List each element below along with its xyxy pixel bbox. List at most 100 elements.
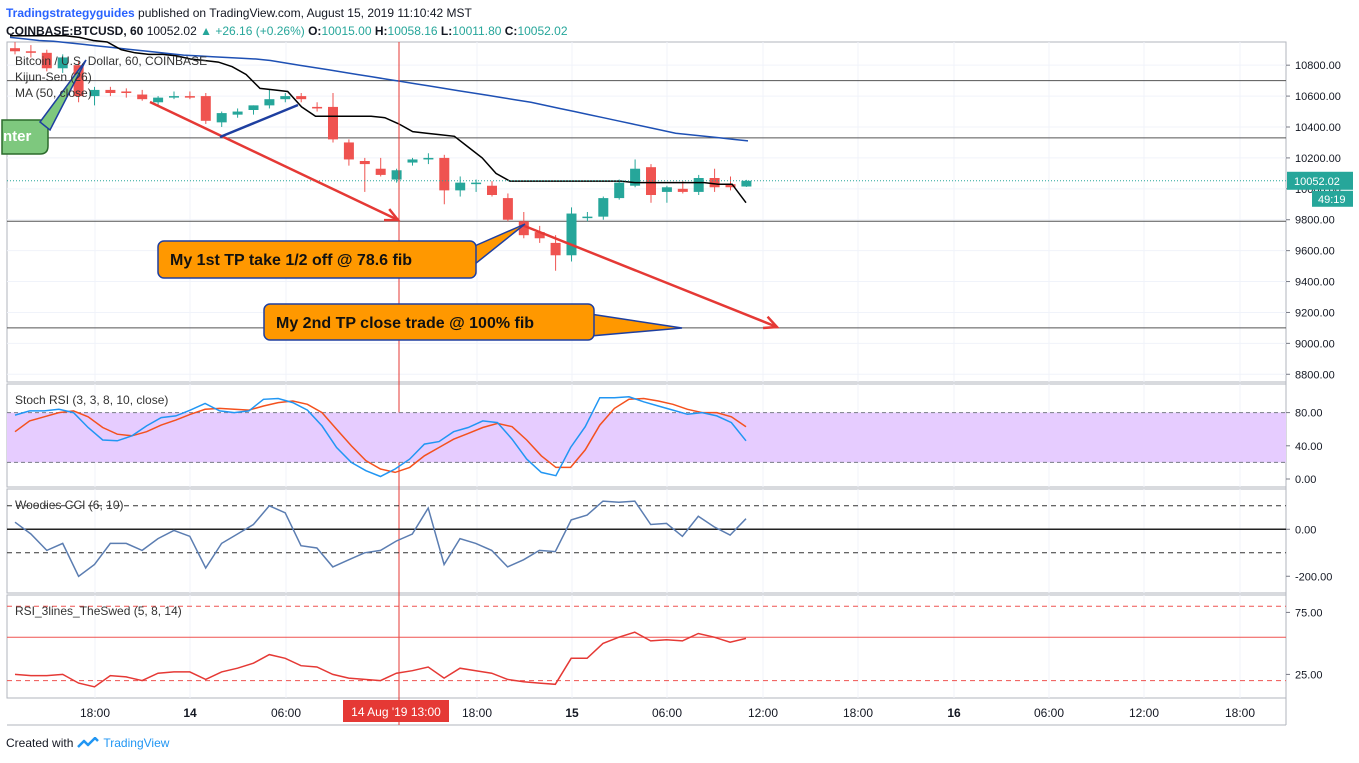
stoch-tick-label: 0.00: [1295, 474, 1316, 486]
candle: [439, 154, 450, 205]
candle-body: [391, 170, 402, 180]
candle-body: [598, 198, 609, 217]
tradingview-brand[interactable]: TradingView: [103, 736, 170, 750]
stoch-d-line: [14, 397, 747, 474]
down-arrow-1: [149, 100, 399, 222]
tradingview-logo-icon: [77, 737, 100, 748]
x-tick-label: 16: [947, 706, 961, 720]
candle: [184, 91, 195, 100]
candle-body: [25, 51, 36, 53]
stoch-tick-label: 80.00: [1295, 408, 1323, 420]
price-tick-label: 10800.00: [1295, 60, 1341, 72]
candle: [566, 207, 577, 262]
ma-line: [9, 36, 749, 142]
candle-body: [423, 157, 434, 160]
candle-body: [184, 96, 195, 98]
pane-frame: [6, 594, 1287, 699]
published-text: published on TradingView.com, August 15,…: [138, 6, 472, 20]
cci-pane-title: Woodies CCI (6, 10): [15, 498, 124, 512]
kijun-legend: Kijun-Sen (26): [15, 70, 92, 84]
candle: [423, 153, 434, 165]
candle-body: [534, 232, 545, 239]
vertical-marker-badge: [343, 700, 449, 722]
candle: [41, 49, 52, 72]
candle-body: [89, 89, 100, 97]
candle: [375, 157, 386, 177]
candle-body: [216, 113, 227, 123]
x-tick-label: 12:00: [748, 706, 778, 720]
candle: [359, 157, 370, 192]
candle: [534, 225, 545, 243]
candle-body: [169, 96, 179, 98]
candle-body: [661, 187, 672, 192]
candle-body: [312, 106, 323, 109]
candle-body: [502, 198, 513, 220]
tp1-callout-box: [157, 240, 477, 279]
candle-body: [407, 159, 418, 163]
price-pane-title: Bitcoin / U.S. Dollar, 60, COINBASE: [15, 54, 207, 68]
candle-body: [550, 242, 561, 256]
candle-body: [709, 178, 720, 188]
candle: [216, 111, 227, 127]
candle-body: [471, 182, 482, 185]
stoch-tick-label: 40.00: [1295, 441, 1323, 453]
symbol-label: COINBASE:BTCUSD, 60: [6, 24, 144, 38]
price-tick-label: 9600.00: [1295, 246, 1335, 258]
candle-body: [153, 97, 164, 103]
price-tick-label: 9200.00: [1295, 307, 1335, 319]
candle: [328, 93, 338, 143]
candle-body: [105, 89, 116, 93]
candle: [89, 86, 100, 106]
candle-body: [375, 168, 386, 175]
enter-callout-text: nter: [3, 128, 32, 145]
price-tick-label: 9000.00: [1295, 338, 1335, 350]
candle: [169, 91, 179, 100]
candle: [550, 235, 561, 271]
candle: [725, 176, 736, 191]
tp2-callout-text: My 2nd TP close trade @ 100% fib: [276, 315, 534, 332]
candle: [296, 93, 307, 103]
candle-body: [328, 106, 338, 140]
candle: [471, 179, 482, 192]
high-label: H:: [374, 24, 388, 38]
candle-body: [630, 168, 641, 186]
x-tick-label: 18:00: [843, 706, 873, 720]
cci-tick-label: 0.00: [1295, 524, 1316, 536]
candle-body: [264, 99, 275, 106]
candle-body: [725, 184, 736, 188]
candle: [709, 168, 720, 192]
candle-body: [693, 178, 704, 192]
low-value: 10011.80: [452, 24, 502, 38]
candle-body: [232, 111, 243, 115]
cci-tick-label: -200.00: [1295, 571, 1332, 583]
candle: [614, 179, 625, 200]
candle: [391, 168, 402, 183]
candle: [200, 93, 211, 124]
candle-body: [741, 180, 752, 187]
vertical-marker-badge-text: 14 Aug '19 13:00: [351, 705, 441, 719]
candle-body: [566, 213, 577, 256]
candle: [280, 93, 291, 103]
candle-body: [121, 91, 132, 93]
candle: [137, 89, 148, 101]
candle: [153, 96, 164, 106]
down-arrow-2: [521, 223, 778, 329]
last-price-badge: [1287, 171, 1353, 190]
candle: [741, 179, 752, 187]
candle: [73, 60, 84, 103]
countdown-badge-text: 49:19: [1318, 194, 1346, 206]
tp1-callout-text: My 1st TP take 1/2 off @ 78.6 fib: [170, 252, 412, 269]
chart-header: Tradingstrategyguides published on Tradi…: [6, 4, 568, 40]
countdown-badge: [1312, 190, 1353, 207]
footer: Created with TradingView: [6, 736, 169, 750]
candle: [693, 174, 704, 195]
rsi-pane-title: RSI_3lines_TheSwed (5, 8, 14): [15, 604, 182, 618]
publisher-name[interactable]: Tradingstrategyguides: [6, 6, 135, 20]
x-tick-label: 18:00: [462, 706, 492, 720]
x-tick-label: 06:00: [271, 706, 301, 720]
candle-body: [200, 96, 211, 121]
candle: [343, 139, 354, 166]
stoch-band: [7, 412, 1286, 463]
candle-body: [439, 157, 450, 191]
